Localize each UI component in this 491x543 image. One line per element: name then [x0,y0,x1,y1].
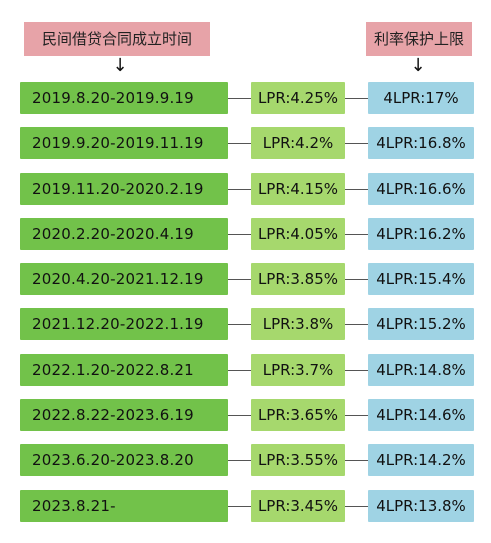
cap-box: 4LPR:16.8% [368,127,474,160]
cap-box: 4LPR:14.6% [368,399,474,432]
period-box: 2019.8.20-2019.9.19 [20,82,228,114]
lpr-box: LPR:3.7% [251,353,345,386]
rate-row: 2021.12.20-2022.1.19 LPR:3.8% 4LPR:15.2% [0,308,491,341]
down-arrow-icon: ↓ [410,55,426,76]
cap-box: 4LPR:14.2% [368,444,474,477]
cap-box: 4LPR:14.8% [368,353,474,386]
cap-box: 4LPR:13.8% [368,489,474,522]
lpr-box: LPR:3.45% [251,489,345,522]
lpr-box: LPR:4.15% [251,172,345,205]
lpr-box: LPR:4.2% [251,127,345,160]
period-box: 2023.8.21- [20,489,228,522]
period-box: 2022.8.22-2023.6.19 [20,399,228,432]
down-arrow-icon: ↓ [112,55,128,76]
rate-row: 2020.4.20-2021.12.19 LPR:3.85% 4LPR:15.4… [0,263,491,296]
rate-row: 2023.6.20-2023.8.20 LPR:3.55% 4LPR:14.2% [0,444,491,477]
cap-box: 4LPR:16.2% [368,217,474,250]
rate-row: 2019.8.20-2019.9.19 LPR:4.25% 4LPR:17% [0,82,491,114]
lpr-box: LPR:3.8% [251,308,345,341]
lpr-box: LPR:3.85% [251,263,345,296]
period-box: 2019.11.20-2020.2.19 [20,172,228,205]
rate-row: 2020.2.20-2020.4.19 LPR:4.05% 4LPR:16.2% [0,217,491,250]
lpr-box: LPR:4.25% [251,82,345,114]
period-box: 2020.4.20-2021.12.19 [20,263,228,296]
lpr-box: LPR:3.65% [251,399,345,432]
cap-box: 4LPR:15.2% [368,308,474,341]
period-box: 2021.12.20-2022.1.19 [20,308,228,341]
rate-row: 2019.9.20-2019.11.19 LPR:4.2% 4LPR:16.8% [0,127,491,160]
period-box: 2020.2.20-2020.4.19 [20,217,228,250]
contract-date-header: 民间借贷合同成立时间 [24,22,210,56]
cap-box: 4LPR:16.6% [368,172,474,205]
period-box: 2022.1.20-2022.8.21 [20,353,228,386]
rate-table: 2019.8.20-2019.9.19 LPR:4.25% 4LPR:17% 2… [0,82,491,535]
rate-row: 2022.8.22-2023.6.19 LPR:3.65% 4LPR:14.6% [0,399,491,432]
rate-row: 2019.11.20-2020.2.19 LPR:4.15% 4LPR:16.6… [0,172,491,205]
rate-row: 2023.8.21- LPR:3.45% 4LPR:13.8% [0,489,491,522]
period-box: 2023.6.20-2023.8.20 [20,444,228,477]
cap-box: 4LPR:17% [368,82,474,114]
period-box: 2019.9.20-2019.11.19 [20,127,228,160]
rate-row: 2022.1.20-2022.8.21 LPR:3.7% 4LPR:14.8% [0,353,491,386]
rate-cap-header: 利率保护上限 [366,22,472,56]
cap-box: 4LPR:15.4% [368,263,474,296]
lpr-box: LPR:4.05% [251,217,345,250]
lpr-box: LPR:3.55% [251,444,345,477]
